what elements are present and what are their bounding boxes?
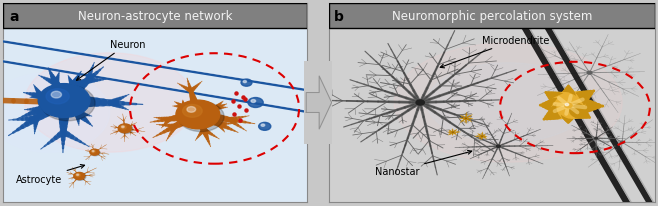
Circle shape: [38, 84, 90, 118]
Circle shape: [595, 138, 597, 139]
Circle shape: [261, 124, 265, 127]
Circle shape: [41, 86, 95, 121]
Circle shape: [187, 107, 195, 113]
Circle shape: [74, 173, 85, 180]
FancyBboxPatch shape: [329, 4, 655, 29]
Circle shape: [91, 150, 95, 153]
Circle shape: [416, 101, 424, 105]
Circle shape: [119, 125, 133, 134]
Text: Neuromorphic percolation system: Neuromorphic percolation system: [392, 10, 592, 23]
Circle shape: [259, 123, 271, 131]
Circle shape: [90, 150, 99, 155]
Ellipse shape: [0, 73, 110, 152]
Ellipse shape: [24, 54, 195, 152]
Circle shape: [74, 173, 86, 180]
Circle shape: [120, 126, 126, 130]
Circle shape: [46, 89, 69, 104]
Text: Nanostar: Nanostar: [374, 151, 472, 176]
Circle shape: [565, 104, 572, 108]
Circle shape: [90, 150, 100, 156]
Circle shape: [251, 100, 255, 103]
Circle shape: [565, 104, 569, 106]
Circle shape: [76, 174, 80, 177]
Circle shape: [51, 92, 61, 98]
Circle shape: [243, 81, 247, 83]
Text: Neuron: Neuron: [76, 40, 145, 81]
Text: Neuron-astrocyte network: Neuron-astrocyte network: [78, 10, 232, 23]
Circle shape: [92, 151, 94, 152]
Circle shape: [497, 145, 500, 148]
Polygon shape: [306, 77, 332, 129]
Circle shape: [118, 124, 132, 133]
Circle shape: [76, 174, 79, 176]
Text: a: a: [9, 10, 19, 24]
Circle shape: [176, 101, 220, 129]
Circle shape: [241, 80, 252, 87]
Circle shape: [178, 102, 224, 132]
Circle shape: [182, 105, 202, 118]
Text: Microdendrite: Microdendrite: [440, 36, 549, 69]
Circle shape: [122, 126, 124, 128]
Circle shape: [587, 72, 592, 75]
Ellipse shape: [427, 63, 590, 143]
Circle shape: [620, 142, 624, 144]
FancyBboxPatch shape: [3, 4, 307, 29]
Circle shape: [248, 98, 263, 108]
Ellipse shape: [394, 44, 622, 162]
Text: Astrocyte: Astrocyte: [15, 165, 85, 184]
Text: b: b: [334, 10, 343, 24]
